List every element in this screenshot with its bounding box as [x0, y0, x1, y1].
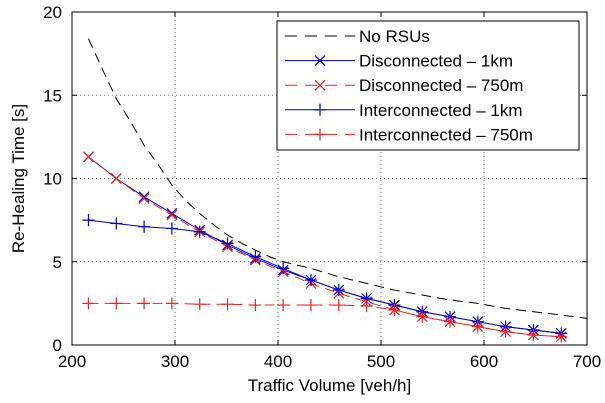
plus-marker	[304, 299, 317, 312]
plus-marker	[304, 274, 317, 287]
plus-marker	[499, 325, 512, 338]
legend: No RSUs Disconnected – 1km Disconnected – …	[276, 20, 580, 151]
plus-marker	[527, 329, 540, 342]
plus-marker	[249, 299, 262, 312]
plus-marker	[249, 250, 262, 263]
axis-ticks: 200 300 400 500 600 700 0 5 10 15 20	[43, 3, 601, 371]
legend-entry: Disconnected – 1km	[285, 52, 513, 71]
x-tick-label: 700	[573, 352, 601, 371]
plus-marker	[471, 320, 484, 333]
plus-marker	[388, 304, 401, 317]
plus-marker	[221, 298, 234, 311]
plus-marker	[444, 315, 457, 328]
x-tick-label: 600	[470, 352, 498, 371]
x-tick-label: 500	[367, 352, 395, 371]
x-axis-label: Traffic Volume [veh/h]	[248, 376, 411, 395]
plus-marker	[193, 225, 206, 238]
x-marker	[110, 173, 122, 184]
legend-label: Disconnected – 750m	[359, 76, 523, 95]
plus-marker	[314, 103, 326, 116]
plus-marker	[277, 262, 290, 275]
plus-marker	[82, 297, 95, 310]
plus-marker	[110, 297, 123, 310]
series-0	[88, 38, 588, 319]
legend-entry: Interconnected – 750m	[285, 125, 533, 144]
legend-label: Disconnected – 1km	[359, 52, 513, 71]
legend-entry: Disconnected – 750m	[285, 76, 523, 95]
x-tick-label: 200	[58, 352, 86, 371]
plus-marker	[555, 330, 568, 343]
series-group	[82, 38, 588, 343]
plus-marker	[332, 299, 345, 312]
plus-marker	[416, 310, 429, 323]
legend-label: Interconnected – 750m	[359, 125, 533, 144]
legend-entry: Interconnected – 1km	[285, 101, 522, 120]
plus-marker	[165, 297, 178, 310]
y-tick-label: 5	[53, 253, 62, 272]
y-tick-label: 20	[43, 3, 62, 22]
plus-marker	[165, 222, 178, 235]
legend-label: Interconnected – 1km	[359, 101, 522, 120]
x-marker	[314, 55, 326, 67]
series-4	[82, 297, 568, 343]
y-tick-label: 0	[53, 336, 62, 355]
plus-marker	[193, 298, 206, 311]
y-axis-label: Re-Healing Time [s]	[9, 104, 28, 253]
y-tick-label: 15	[43, 86, 62, 105]
plus-marker	[110, 217, 123, 230]
x-marker	[83, 151, 94, 163]
plus-marker	[277, 299, 290, 312]
x-marker	[314, 79, 326, 91]
plus-marker	[138, 297, 151, 310]
legend-entry: No RSUs	[285, 27, 430, 46]
legend-label: No RSUs	[359, 27, 430, 46]
x-marker	[166, 209, 178, 221]
plus-marker	[221, 237, 234, 250]
x-marker	[138, 193, 150, 204]
plus-marker	[138, 220, 151, 233]
series-line	[88, 156, 562, 338]
x-tick-label: 300	[161, 352, 189, 371]
y-tick-label: 10	[43, 170, 62, 189]
x-tick-label: 400	[264, 352, 292, 371]
plus-marker	[314, 128, 326, 141]
plus-marker	[332, 284, 345, 297]
plus-marker	[82, 214, 95, 227]
series-line	[88, 38, 588, 319]
plus-marker	[360, 299, 373, 312]
